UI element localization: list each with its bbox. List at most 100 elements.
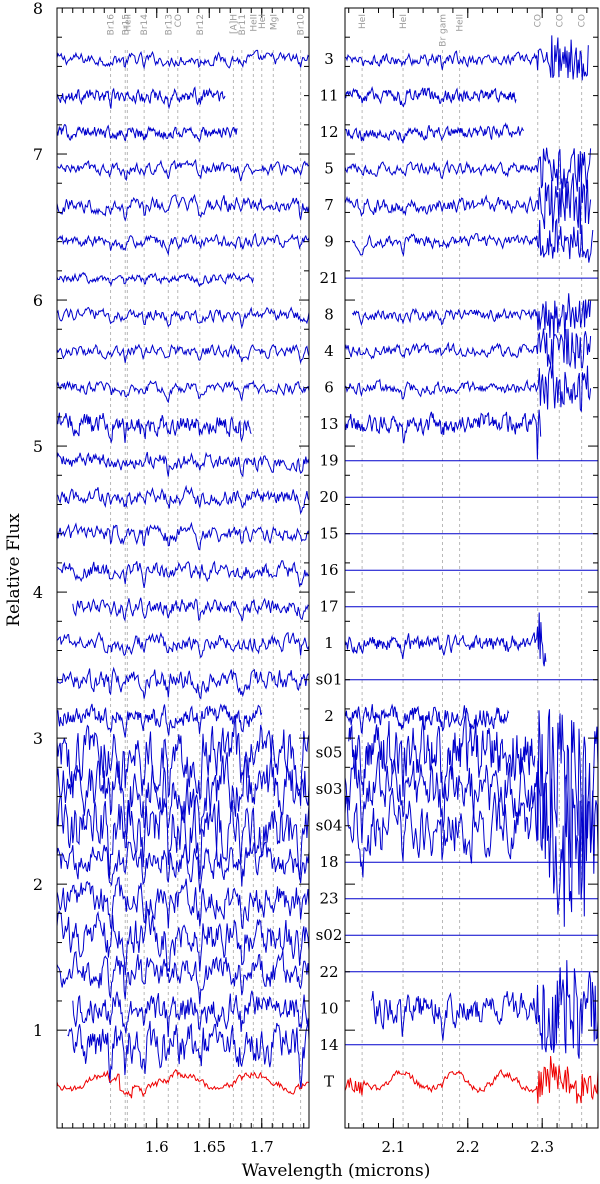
series-line xyxy=(344,328,592,369)
series-label: 20 xyxy=(319,488,338,506)
series-line xyxy=(344,173,592,235)
panel-frame xyxy=(56,7,310,1129)
series-line xyxy=(56,412,252,444)
series-line xyxy=(56,306,310,330)
y-tick-label: 7 xyxy=(33,145,43,164)
series-label: 9 xyxy=(324,233,334,251)
series-line xyxy=(56,451,310,478)
x-tick-label: 1.6 xyxy=(145,1138,169,1156)
series-line xyxy=(56,380,310,404)
series-label: 19 xyxy=(319,452,338,470)
x-tick-label: 1.65 xyxy=(193,1138,226,1156)
series-line xyxy=(344,1055,599,1104)
series-line xyxy=(56,271,254,288)
series-label: 10 xyxy=(319,999,338,1017)
line-id-label: MgI xyxy=(269,14,279,30)
line-id-label: Br14 xyxy=(140,14,150,36)
y-tick-label: 6 xyxy=(33,291,43,310)
series-label: T xyxy=(324,1072,334,1090)
y-tick-label: 1 xyxy=(33,1021,43,1040)
line-id-guides xyxy=(110,50,583,1128)
line-id-label: HeI xyxy=(399,14,409,29)
series-line xyxy=(56,666,310,700)
line-id-label: HeI xyxy=(358,14,368,29)
series-label: 7 xyxy=(324,196,334,214)
series-label: 8 xyxy=(324,306,334,324)
y-tick-label: 5 xyxy=(33,437,43,456)
series-label: 4 xyxy=(324,342,334,360)
y-axis-label: Relative Flux xyxy=(4,513,24,627)
series-line xyxy=(56,841,310,892)
series-label: s05 xyxy=(316,744,343,762)
line-id-label: [A]H xyxy=(229,14,239,34)
y-tick-label: 2 xyxy=(33,875,43,894)
series-line xyxy=(351,293,592,340)
series-line xyxy=(344,612,547,667)
series-line xyxy=(56,631,310,659)
series-line xyxy=(56,86,226,110)
series-line xyxy=(56,124,238,143)
series-line xyxy=(67,1020,310,1089)
series-label: 5 xyxy=(324,160,334,178)
series-label: 16 xyxy=(319,561,338,579)
y-tick-label: 3 xyxy=(33,729,43,748)
panel-frames xyxy=(56,7,599,1129)
x-tick-label: 2.1 xyxy=(381,1138,405,1156)
series-label: 23 xyxy=(319,890,338,908)
series-line xyxy=(348,713,536,799)
series-line xyxy=(56,1069,310,1099)
series-label: s03 xyxy=(316,780,343,798)
y-tick-label: 4 xyxy=(33,583,43,602)
series-line xyxy=(344,709,599,868)
line-id-label: Br10 xyxy=(297,14,307,36)
series-label: s02 xyxy=(316,926,343,944)
series-line xyxy=(56,703,263,738)
x-tick-label: 1.7 xyxy=(250,1138,274,1156)
line-id-label: CO xyxy=(534,14,544,27)
y-tick-label: 8 xyxy=(33,0,43,18)
series-label: 11 xyxy=(319,87,338,105)
series-line xyxy=(344,147,592,192)
series-line xyxy=(344,703,510,735)
series-line xyxy=(56,795,310,880)
series-line xyxy=(351,217,594,263)
line-id-label: HeII xyxy=(456,14,466,32)
series-label: 2 xyxy=(324,707,334,725)
series-label: 1 xyxy=(324,634,334,652)
series-line xyxy=(56,950,310,1005)
series-line xyxy=(344,760,599,927)
line-id-label: Br gam xyxy=(438,14,448,47)
series-line xyxy=(344,409,542,460)
panel-frame xyxy=(344,7,599,1129)
series-line xyxy=(56,560,310,588)
series-label: 3 xyxy=(324,50,334,68)
series-label: s01 xyxy=(316,671,343,689)
series-line xyxy=(370,960,599,1059)
series-line xyxy=(72,597,310,622)
series-line xyxy=(344,365,592,412)
series-line xyxy=(344,85,517,108)
series-line xyxy=(56,343,310,365)
line-id-label: Br11 xyxy=(238,14,248,35)
series-label: 22 xyxy=(319,963,338,981)
x-tick-label: 2.2 xyxy=(456,1138,480,1156)
spectra-layer xyxy=(56,35,599,1104)
series-line xyxy=(72,990,310,1038)
line-id-label: HeII xyxy=(123,14,133,32)
line-id-label: Br15 xyxy=(121,14,131,35)
x-tick-label: 2.3 xyxy=(530,1138,554,1156)
series-label: 18 xyxy=(319,853,338,871)
line-id-label: HeI xyxy=(258,14,268,29)
series-line xyxy=(56,193,310,222)
series-line xyxy=(56,158,310,182)
line-id-label: Br12 xyxy=(196,14,206,35)
series-label: 21 xyxy=(319,269,338,287)
series-label: 15 xyxy=(319,525,338,543)
series-line xyxy=(56,908,310,976)
series-line xyxy=(56,876,310,930)
line-id-label: Br13 xyxy=(164,14,174,35)
series-label: 17 xyxy=(319,598,338,616)
series-label: 14 xyxy=(319,1036,338,1054)
